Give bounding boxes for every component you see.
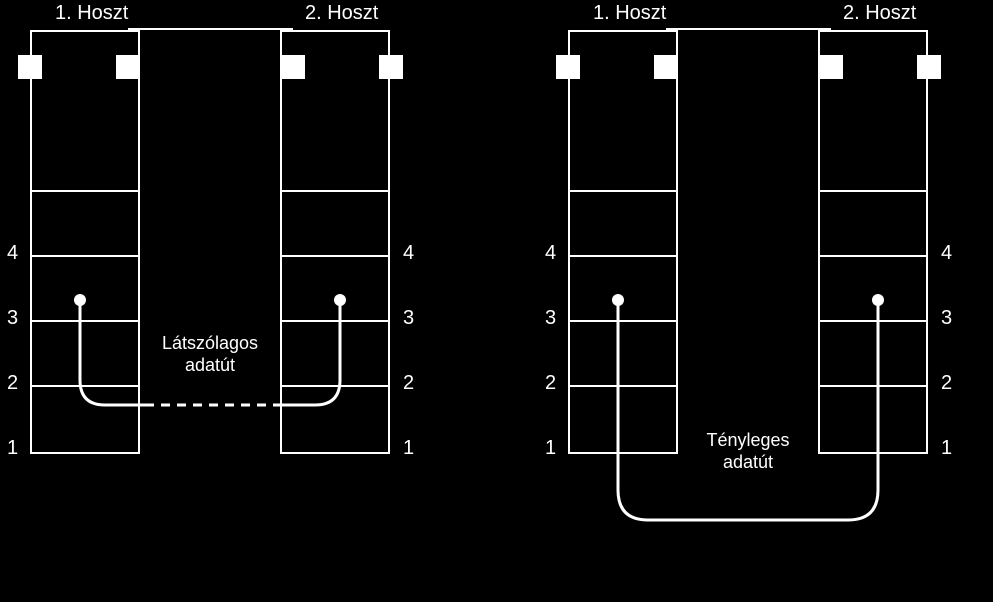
layer-number: 3 [941, 307, 952, 330]
stack-topcell [32, 32, 138, 192]
layer-2-cell [570, 322, 676, 387]
host2-label: 2. Hoszt [843, 2, 916, 25]
layer-number: 1 [403, 437, 414, 460]
stack-topcell [282, 32, 388, 192]
layer-1-cell [570, 387, 676, 452]
layer-number: 3 [7, 307, 18, 330]
stack-topcell [820, 32, 926, 192]
layer-number: 3 [403, 307, 414, 330]
layer-2-cell [32, 322, 138, 387]
layer-3-cell [570, 257, 676, 322]
layer-number: 2 [403, 372, 414, 395]
layer-4-cell [570, 192, 676, 257]
layer-number: 3 [545, 307, 556, 330]
layer-1-cell [820, 387, 926, 452]
layer-3-cell [820, 257, 926, 322]
top-bridge [128, 28, 293, 30]
virtual-path-label: Látszólagos adatút [160, 333, 260, 376]
host1-label: 1. Hoszt [55, 2, 128, 25]
layer-4-cell [32, 192, 138, 257]
layer-3-cell [32, 257, 138, 322]
layer-number: 1 [941, 437, 952, 460]
layer-4-cell [820, 192, 926, 257]
layer-number: 2 [941, 372, 952, 395]
host1-stack [30, 30, 140, 454]
layer-1-cell [282, 387, 388, 452]
host2-label: 2. Hoszt [305, 2, 378, 25]
layer-number: 4 [7, 242, 18, 265]
actual-path-label: Tényleges adatút [698, 430, 798, 473]
layer-4-cell [282, 192, 388, 257]
layer-2-cell [282, 322, 388, 387]
host2-stack [818, 30, 928, 454]
stack-topcell [570, 32, 676, 192]
layer-number: 2 [545, 372, 556, 395]
layer-number: 2 [7, 372, 18, 395]
top-bridge [666, 28, 831, 30]
layer-number: 4 [403, 242, 414, 265]
layer-number: 4 [545, 242, 556, 265]
host1-label: 1. Hoszt [593, 2, 666, 25]
pathlabel-line1: Tényleges [706, 430, 789, 450]
pathlabel-line2: adatút [723, 452, 773, 472]
layer-number: 1 [7, 437, 18, 460]
layer-1-cell [32, 387, 138, 452]
layer-3-cell [282, 257, 388, 322]
pathlabel-line2: adatút [185, 355, 235, 375]
host2-stack [280, 30, 390, 454]
layer-2-cell [820, 322, 926, 387]
host1-stack [568, 30, 678, 454]
layer-number: 1 [545, 437, 556, 460]
pathlabel-line1: Látszólagos [162, 333, 258, 353]
layer-number: 4 [941, 242, 952, 265]
